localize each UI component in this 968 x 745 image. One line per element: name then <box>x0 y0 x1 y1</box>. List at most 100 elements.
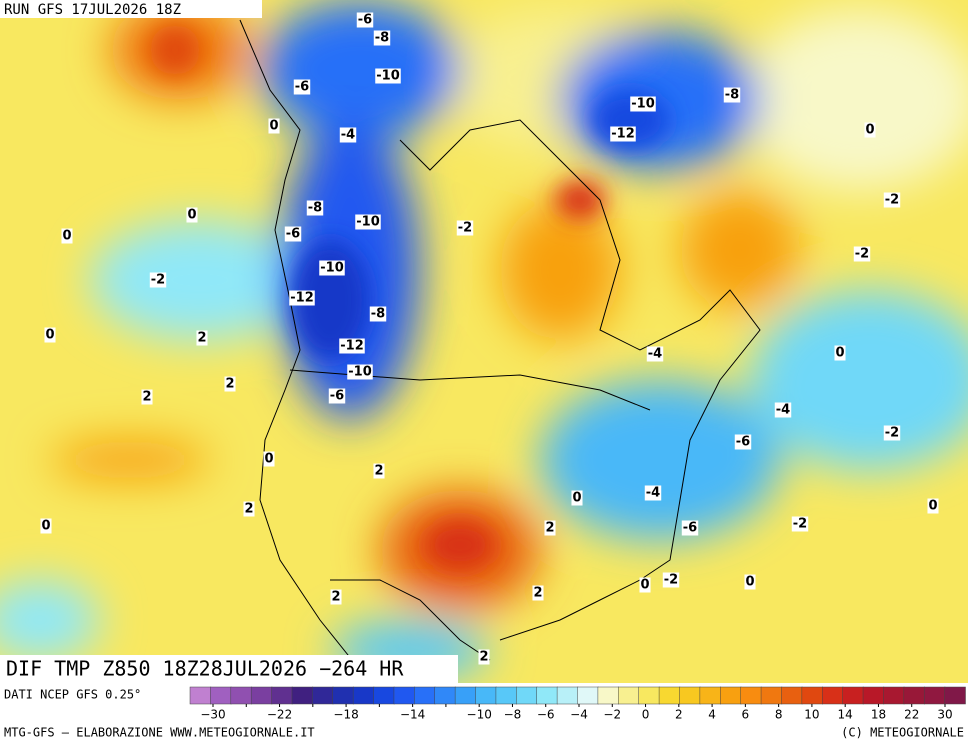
contour-label-box <box>196 330 208 346</box>
contour-label: 0 <box>572 491 581 506</box>
colorbar-swatch <box>720 686 742 705</box>
colorbar-swatch <box>801 686 823 705</box>
colorbar-swatch <box>210 686 232 705</box>
contour-label: -6 <box>683 521 697 536</box>
contour-label: 2 <box>225 377 234 392</box>
colorbar-swatch <box>495 686 518 705</box>
contour-label-box <box>61 228 73 244</box>
colorbar-swatch <box>597 686 620 705</box>
contour-label-box <box>662 572 680 588</box>
contour-label-box <box>306 200 324 216</box>
contour-label: -2 <box>855 247 869 262</box>
contour-label-box <box>883 192 901 208</box>
colorbar-swatch <box>821 686 844 705</box>
contour-label: 2 <box>197 331 206 346</box>
colorbar-swatch <box>291 686 314 705</box>
colorbar-swatch <box>760 686 783 705</box>
contour-label-box <box>478 649 490 665</box>
contour-label-box <box>319 260 345 276</box>
colorbar-swatch <box>475 686 497 705</box>
colorbar-tick-label: −10 <box>467 708 492 722</box>
contour-label: -6 <box>330 389 344 404</box>
contour-label-box <box>243 501 255 517</box>
contour-label-box <box>610 126 636 142</box>
contour-labels: -6-8-10-6-4-8-10-6-12-10-8-12-10-6-4-6-4… <box>40 12 939 665</box>
colorbar-tick-label: 22 <box>904 708 919 722</box>
colorbar-tick-label: −6 <box>537 708 555 722</box>
colorbar-swatch <box>781 686 803 705</box>
contour-label: -2 <box>885 426 899 441</box>
colorbar-swatch <box>189 686 212 705</box>
contour-label: -4 <box>648 347 662 362</box>
colorbar-swatch <box>556 686 579 705</box>
run-label: RUN GFS 17JUL2026 18Z <box>4 2 181 18</box>
contour-label-box <box>791 516 809 532</box>
contour-label: 0 <box>45 328 54 343</box>
contour-label: -4 <box>341 128 355 143</box>
colorbar-swatch <box>883 686 905 705</box>
colorbar-swatch <box>332 686 354 705</box>
contour-label: -6 <box>286 227 300 242</box>
contour-label-box <box>330 589 342 605</box>
contour-label: -2 <box>885 193 899 208</box>
contour-label: -2 <box>793 517 807 532</box>
contour-label-box <box>373 463 385 479</box>
contour-label: -4 <box>776 403 790 418</box>
contour-label: 2 <box>545 521 554 536</box>
colorbar-tick-label: 14 <box>838 708 853 722</box>
contour-label-box <box>744 574 756 590</box>
contour-label: 0 <box>835 346 844 361</box>
colorbar-tick-label: 0 <box>642 708 650 722</box>
contour-label: 0 <box>269 119 278 134</box>
contour-label-box <box>339 127 357 143</box>
contour-label: -4 <box>646 486 660 501</box>
contour-label: 2 <box>331 590 340 605</box>
contour-label: -10 <box>356 215 380 230</box>
contour-label: -10 <box>376 69 400 84</box>
colorbar-swatch <box>638 686 660 705</box>
map <box>0 0 968 683</box>
colorbar-swatch <box>454 686 477 705</box>
contour-label-box <box>44 327 56 343</box>
contour-label-box <box>883 425 901 441</box>
contour-label: 2 <box>142 390 151 405</box>
contour-label: 2 <box>533 586 542 601</box>
run-label-box <box>0 0 262 18</box>
colorbar-swatch <box>312 686 334 705</box>
contour-label: -10 <box>348 365 372 380</box>
contour-label: -6 <box>295 80 309 95</box>
contour-label: 2 <box>374 464 383 479</box>
contour-label-box <box>681 520 699 536</box>
contour-label: 0 <box>928 499 937 514</box>
field-label: DIF TMP Z850 18Z28JUL2026 −264 HR <box>6 657 404 681</box>
contour-label: -8 <box>308 201 322 216</box>
colorbar-swatch <box>740 686 762 705</box>
contour-label-box <box>571 490 583 506</box>
colorbar-tick-label: 8 <box>775 708 783 722</box>
colorbar-tick-label: −30 <box>200 708 225 722</box>
contour-label-box <box>644 485 662 501</box>
colorbar-swatch <box>414 686 436 705</box>
contour-label: -2 <box>151 273 165 288</box>
colorbar-tick-label: −18 <box>333 708 358 722</box>
contour-label-box <box>149 272 167 288</box>
colorbar-swatch <box>516 686 538 705</box>
colorbar-swatch <box>658 686 681 705</box>
contour-label-box <box>373 30 391 46</box>
colorbar-tick-label: −2 <box>603 708 621 722</box>
colorbar-swatch <box>862 686 885 705</box>
contour-label-box <box>834 345 846 361</box>
contour-label-box <box>734 434 752 450</box>
colorbar-tick-label: 4 <box>708 708 716 722</box>
colorbar-tick-label: 2 <box>675 708 683 722</box>
colorbar-tick-label: −22 <box>267 708 292 722</box>
colorbar-swatch <box>373 686 395 705</box>
contour-label: -10 <box>631 97 655 112</box>
colorbar-swatch <box>842 686 864 705</box>
contour-label-box <box>544 520 556 536</box>
coastlines <box>239 19 761 671</box>
colorbar-swatch <box>944 686 966 705</box>
colorbar-swatch <box>903 686 925 705</box>
contour-label: 0 <box>187 208 196 223</box>
